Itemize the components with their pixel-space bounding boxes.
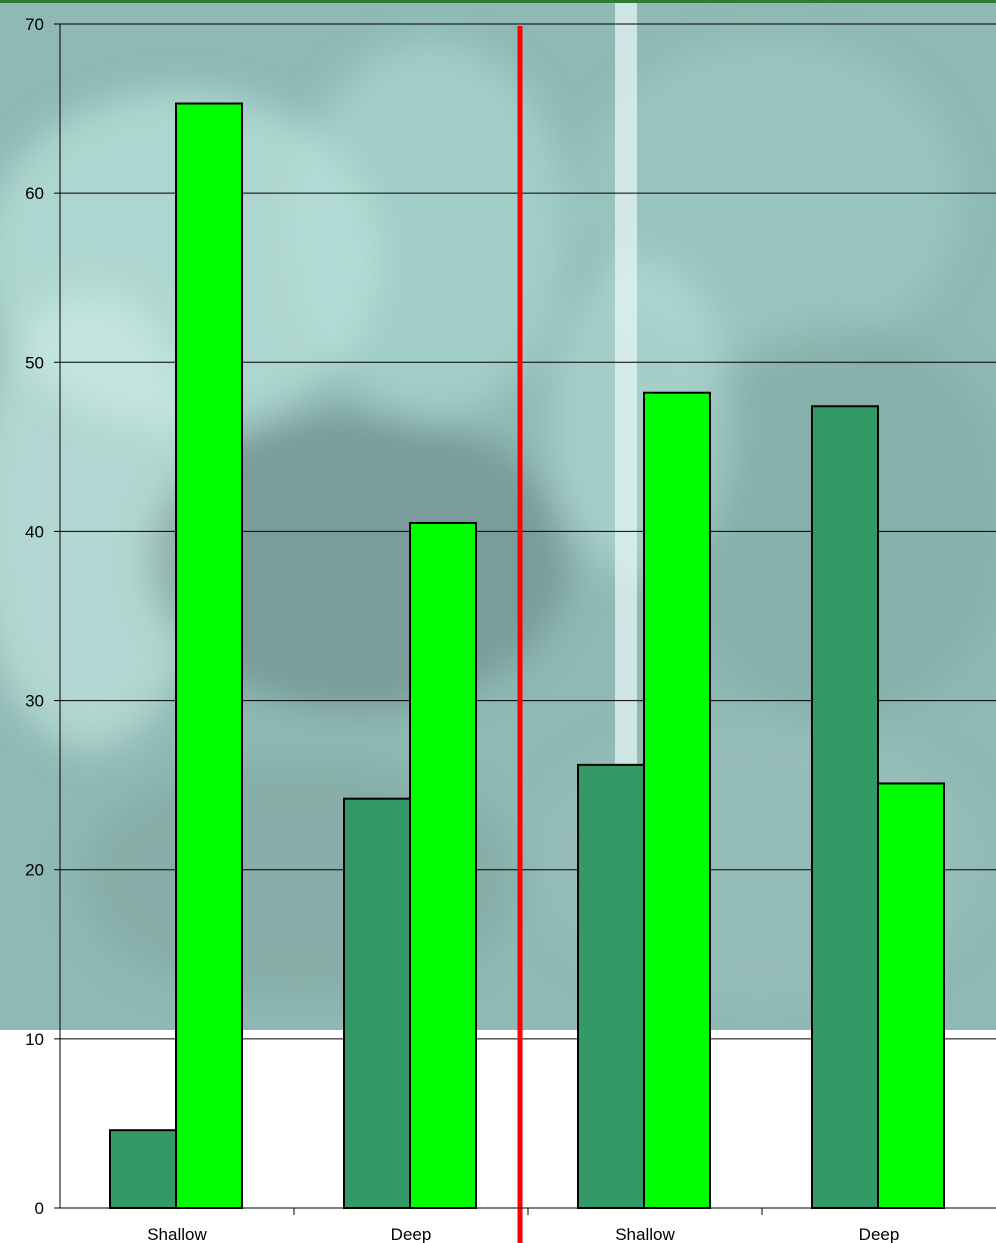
y-tick-label: 60 xyxy=(25,184,44,203)
category-label: Deep xyxy=(391,1225,432,1243)
x-axis-category-labels: Shallow Deep Shallow Deep xyxy=(147,1225,899,1243)
bar-series-1-1 xyxy=(109,1129,177,1210)
bar-series-2-2 xyxy=(409,521,477,1209)
bar-series-2-3 xyxy=(643,391,711,1209)
bar-series-1-4 xyxy=(811,405,879,1209)
category-label: Shallow xyxy=(615,1225,675,1243)
category-label: Deep xyxy=(859,1225,900,1243)
y-tick-label: 70 xyxy=(25,15,44,34)
bar-series-2-4 xyxy=(877,782,945,1209)
category-label: Shallow xyxy=(147,1225,207,1243)
y-tick-label: 50 xyxy=(25,353,44,372)
y-tick-label: 40 xyxy=(25,522,44,541)
y-tick-label: 0 xyxy=(35,1199,44,1218)
bar-series-2-1 xyxy=(175,102,243,1209)
y-tick-label: 20 xyxy=(25,861,44,880)
bars xyxy=(109,102,945,1210)
x-axis-ticks xyxy=(293,1208,763,1215)
y-tick-label: 10 xyxy=(25,1030,44,1049)
frame-top-border xyxy=(0,0,996,3)
bar-series-1-2 xyxy=(343,797,411,1209)
bar-series-1-3 xyxy=(577,763,645,1209)
y-axis-tick-labels: 0 10 20 30 40 50 60 70 xyxy=(25,15,60,1218)
y-tick-label: 30 xyxy=(25,692,44,711)
